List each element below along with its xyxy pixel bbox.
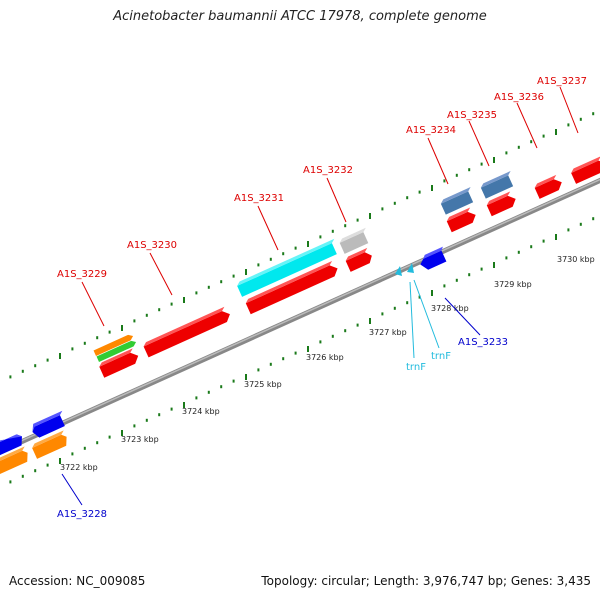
gene-a1s-3228-blue-1[interactable] xyxy=(0,430,25,457)
gene-a1s-3228-orange-1[interactable] xyxy=(0,446,31,477)
label-trnF-1[interactable]: trnF xyxy=(406,362,426,373)
leader-a1s-3230 xyxy=(149,252,173,296)
label-a1s-3230[interactable]: A1S_3230 xyxy=(127,240,177,251)
gene-labels: A1S_3228 A1S_3229 A1S_3230 A1S_3231 A1S_… xyxy=(57,76,587,520)
gene-a1s-3232-red[interactable] xyxy=(344,247,374,272)
label-a1s-3232[interactable]: A1S_3232 xyxy=(303,165,353,176)
kbp-label-3729: 3729 kbp xyxy=(494,280,532,289)
label-trnF-2[interactable]: trnF xyxy=(431,351,451,362)
gene-a1s-3237[interactable] xyxy=(570,155,600,184)
label-a1s-3228[interactable]: A1S_3228 xyxy=(57,509,107,520)
gene-a1s-3228-blue-2[interactable] xyxy=(30,410,69,439)
label-a1s-3229[interactable]: A1S_3229 xyxy=(57,269,107,280)
gene-a1s-3236[interactable] xyxy=(533,174,564,199)
kbp-label-3728: 3728 kbp xyxy=(431,304,469,313)
label-a1s-3233[interactable]: A1S_3233 xyxy=(458,337,508,348)
gene-a1s-3229-orange[interactable] xyxy=(93,333,135,356)
label-a1s-3235[interactable]: A1S_3235 xyxy=(447,110,497,121)
kbp-label-3725: 3725 kbp xyxy=(244,380,282,389)
kbp-label-3722: 3722 kbp xyxy=(60,463,98,472)
gene-a1s-3230[interactable] xyxy=(142,306,232,358)
gene-a1s-3235-red[interactable] xyxy=(486,191,519,217)
gene-a1s-3228-orange-2[interactable] xyxy=(31,430,70,459)
leader-trnF-2 xyxy=(413,279,440,349)
gene-a1s-3233[interactable] xyxy=(417,246,449,272)
tick-row-lower xyxy=(9,217,595,484)
kbp-label-3730: 3730 kbp xyxy=(557,255,595,264)
label-a1s-3236[interactable]: A1S_3236 xyxy=(494,92,544,103)
leader-a1s-3232 xyxy=(326,177,347,223)
map-title: Acinetobacter baumannii ATCC 17978, comp… xyxy=(113,9,487,24)
kbp-label-3723: 3723 kbp xyxy=(121,435,159,444)
leader-lines xyxy=(61,86,579,506)
leader-a1s-3231 xyxy=(257,205,279,251)
trna-trnF-1[interactable] xyxy=(395,266,402,276)
accession-text: Accession: NC_009085 xyxy=(9,574,146,588)
gene-a1s-3229-green[interactable] xyxy=(96,339,138,362)
trna-trnF-2[interactable] xyxy=(407,263,414,273)
gene-a1s-3234-steel[interactable] xyxy=(440,186,477,215)
kbp-scale-labels: 3722 kbp 3723 kbp 3724 kbp 3725 kbp 3726… xyxy=(60,255,595,472)
leader-a1s-3236 xyxy=(516,102,538,149)
leader-a1s-3228 xyxy=(61,473,83,506)
leader-a1s-3229 xyxy=(81,281,105,327)
gene-a1s-3234-red[interactable] xyxy=(446,207,479,233)
kbp-label-3727: 3727 kbp xyxy=(369,328,407,337)
gene-a1s-3231-red[interactable] xyxy=(245,260,340,315)
label-a1s-3237[interactable]: A1S_3237 xyxy=(537,76,587,87)
leader-a1s-3233 xyxy=(444,297,481,336)
leader-a1s-3235 xyxy=(468,120,490,167)
genome-backbone-highlight xyxy=(0,178,600,452)
gene-a1s-3231-cyan[interactable] xyxy=(236,238,341,297)
kbp-label-3724: 3724 kbp xyxy=(182,407,220,416)
gene-a1s-3232-gray[interactable] xyxy=(338,227,372,254)
gene-a1s-3235-steel[interactable] xyxy=(480,170,517,199)
tick-row-upper xyxy=(9,112,595,379)
leader-a1s-3237 xyxy=(559,86,579,134)
genome-backbone xyxy=(0,177,600,455)
genome-summary-text: Topology: circular; Length: 3,976,747 bp… xyxy=(261,574,591,588)
gene-a1s-3229-red[interactable] xyxy=(98,348,141,378)
label-a1s-3231[interactable]: A1S_3231 xyxy=(234,193,284,204)
leader-trnF-1 xyxy=(409,281,415,359)
leader-a1s-3234 xyxy=(427,137,449,185)
label-a1s-3234[interactable]: A1S_3234 xyxy=(406,125,456,136)
kbp-label-3726: 3726 kbp xyxy=(306,353,344,362)
